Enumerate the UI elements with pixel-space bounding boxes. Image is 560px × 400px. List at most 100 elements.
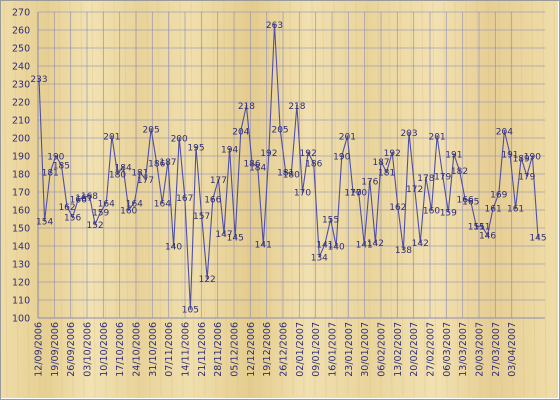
y-tick-label: 230 bbox=[12, 80, 30, 91]
data-point bbox=[391, 151, 394, 154]
texture-streak bbox=[476, 1, 481, 398]
data-label: 177 bbox=[210, 176, 227, 186]
data-label: 145 bbox=[529, 234, 546, 244]
data-label: 189 bbox=[513, 154, 530, 164]
data-label: 180 bbox=[283, 171, 300, 181]
data-label: 187 bbox=[372, 158, 389, 168]
texture-streak bbox=[245, 1, 250, 398]
data-point bbox=[279, 128, 281, 130]
data-point bbox=[139, 171, 141, 174]
texture-streak bbox=[179, 1, 184, 398]
texture-streak bbox=[289, 1, 294, 398]
y-tick-label: 150 bbox=[12, 224, 30, 235]
data-point bbox=[357, 191, 360, 193]
x-tick-label: 17/10/2006 bbox=[115, 322, 126, 377]
data-point bbox=[211, 198, 214, 201]
data-label: 179 bbox=[518, 172, 535, 182]
y-tick-label: 100 bbox=[12, 314, 30, 325]
data-label: 184 bbox=[249, 163, 266, 173]
data-point bbox=[408, 131, 410, 134]
data-label: 201 bbox=[428, 133, 445, 143]
data-point bbox=[223, 232, 225, 235]
data-label: 164 bbox=[154, 199, 171, 209]
texture-streak bbox=[443, 1, 448, 398]
x-tick-label: 19/12/2006 bbox=[262, 322, 273, 377]
x-tick-label: 27/02/2007 bbox=[426, 322, 437, 377]
data-point bbox=[195, 146, 197, 148]
data-label: 204 bbox=[496, 127, 513, 137]
x-tick-label: 16/01/2007 bbox=[328, 322, 339, 377]
texture-streak bbox=[322, 1, 327, 398]
data-point bbox=[296, 104, 298, 107]
data-label: 159 bbox=[92, 208, 109, 218]
y-tick-label: 160 bbox=[12, 206, 30, 217]
texture-streak bbox=[520, 1, 525, 398]
data-label: 170 bbox=[350, 189, 367, 199]
x-tick-label: 13/03/2007 bbox=[458, 322, 469, 377]
data-label: 187 bbox=[159, 158, 176, 168]
texture-streak bbox=[80, 1, 85, 398]
data-label: 201 bbox=[339, 133, 356, 143]
texture-streak bbox=[201, 1, 206, 398]
data-point bbox=[363, 243, 366, 246]
y-tick-label: 210 bbox=[12, 116, 30, 127]
x-tick-label: 26/09/2006 bbox=[66, 322, 77, 377]
y-tick-label: 270 bbox=[12, 8, 30, 19]
data-label: 142 bbox=[367, 239, 384, 249]
data-label: 185 bbox=[53, 162, 70, 172]
data-point bbox=[239, 129, 242, 132]
data-label: 169 bbox=[490, 190, 507, 200]
x-tick-label: 03/10/2006 bbox=[83, 322, 94, 377]
data-point bbox=[413, 187, 416, 190]
data-point bbox=[537, 236, 539, 238]
data-point bbox=[150, 128, 153, 130]
data-point bbox=[178, 137, 181, 139]
data-point bbox=[312, 162, 315, 165]
data-point bbox=[458, 169, 461, 172]
data-label: 161 bbox=[485, 205, 502, 215]
texture-streak bbox=[223, 1, 228, 398]
y-tick-label: 220 bbox=[12, 98, 30, 109]
texture-streak bbox=[256, 1, 261, 398]
data-label: 156 bbox=[64, 214, 81, 224]
data-label: 181 bbox=[42, 169, 59, 179]
y-tick-label: 260 bbox=[12, 26, 30, 37]
data-point bbox=[284, 171, 287, 174]
data-label: 218 bbox=[288, 102, 305, 112]
data-label: 176 bbox=[361, 178, 378, 188]
data-label: 182 bbox=[451, 167, 468, 177]
x-tick-label: 20/03/2007 bbox=[475, 322, 486, 377]
texture-streak bbox=[333, 1, 338, 398]
data-label: 159 bbox=[440, 208, 457, 218]
data-point bbox=[368, 180, 371, 183]
data-label: 177 bbox=[137, 176, 154, 186]
data-label: 155 bbox=[322, 216, 339, 226]
x-tick-label: 09/01/2007 bbox=[311, 322, 322, 377]
texture-streak bbox=[14, 1, 19, 398]
data-label: 186 bbox=[305, 160, 322, 170]
data-point bbox=[105, 201, 108, 204]
texture-streak bbox=[190, 1, 195, 398]
x-tick-label: 28/11/2006 bbox=[213, 322, 224, 377]
texture-streak bbox=[487, 1, 492, 398]
data-point bbox=[318, 255, 321, 258]
data-point bbox=[189, 308, 192, 310]
texture-streak bbox=[432, 1, 437, 398]
texture-streak bbox=[113, 1, 118, 398]
data-label: 152 bbox=[86, 221, 103, 231]
data-label: 181 bbox=[378, 169, 395, 179]
data-label: 192 bbox=[260, 149, 277, 159]
data-point bbox=[172, 245, 175, 247]
data-point bbox=[475, 225, 478, 228]
data-label: 194 bbox=[221, 145, 238, 155]
x-tick-label: 07/11/2006 bbox=[164, 322, 175, 377]
x-tick-label: 26/12/2006 bbox=[279, 322, 290, 377]
y-tick-label: 200 bbox=[12, 134, 30, 145]
data-label: 165 bbox=[462, 198, 479, 208]
texture-streak bbox=[553, 1, 558, 398]
texture-streak bbox=[157, 1, 162, 398]
data-point bbox=[155, 162, 158, 165]
data-label: 170 bbox=[344, 189, 361, 199]
texture-streak bbox=[267, 1, 272, 398]
